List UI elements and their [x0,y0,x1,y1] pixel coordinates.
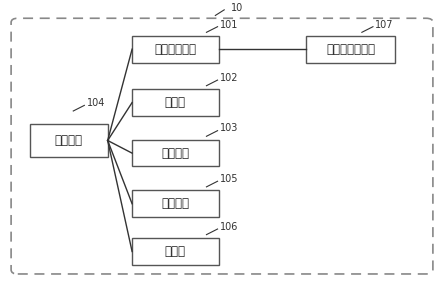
Text: 10: 10 [231,3,243,13]
Text: 104: 104 [87,98,105,108]
Bar [132,36,218,63]
Text: 激光测距雷达: 激光测距雷达 [155,43,196,56]
Text: 101: 101 [220,19,238,30]
Bar [306,36,395,63]
Text: 105: 105 [220,174,238,184]
Text: 102: 102 [220,73,238,83]
Bar [132,140,218,166]
Bar [132,89,218,116]
Text: 视频识别摄像机: 视频识别摄像机 [326,43,375,56]
Text: 107: 107 [375,19,394,30]
Text: 主控平台: 主控平台 [55,134,83,147]
Bar [132,191,218,217]
Text: 通信基站: 通信基站 [161,147,190,160]
Text: 液位计: 液位计 [165,96,186,109]
Text: 103: 103 [220,123,238,133]
Text: 预警设备: 预警设备 [161,197,190,210]
Bar [132,238,218,265]
Text: 摄像机: 摄像机 [165,245,186,258]
Bar [30,124,107,157]
Text: 106: 106 [220,222,238,232]
